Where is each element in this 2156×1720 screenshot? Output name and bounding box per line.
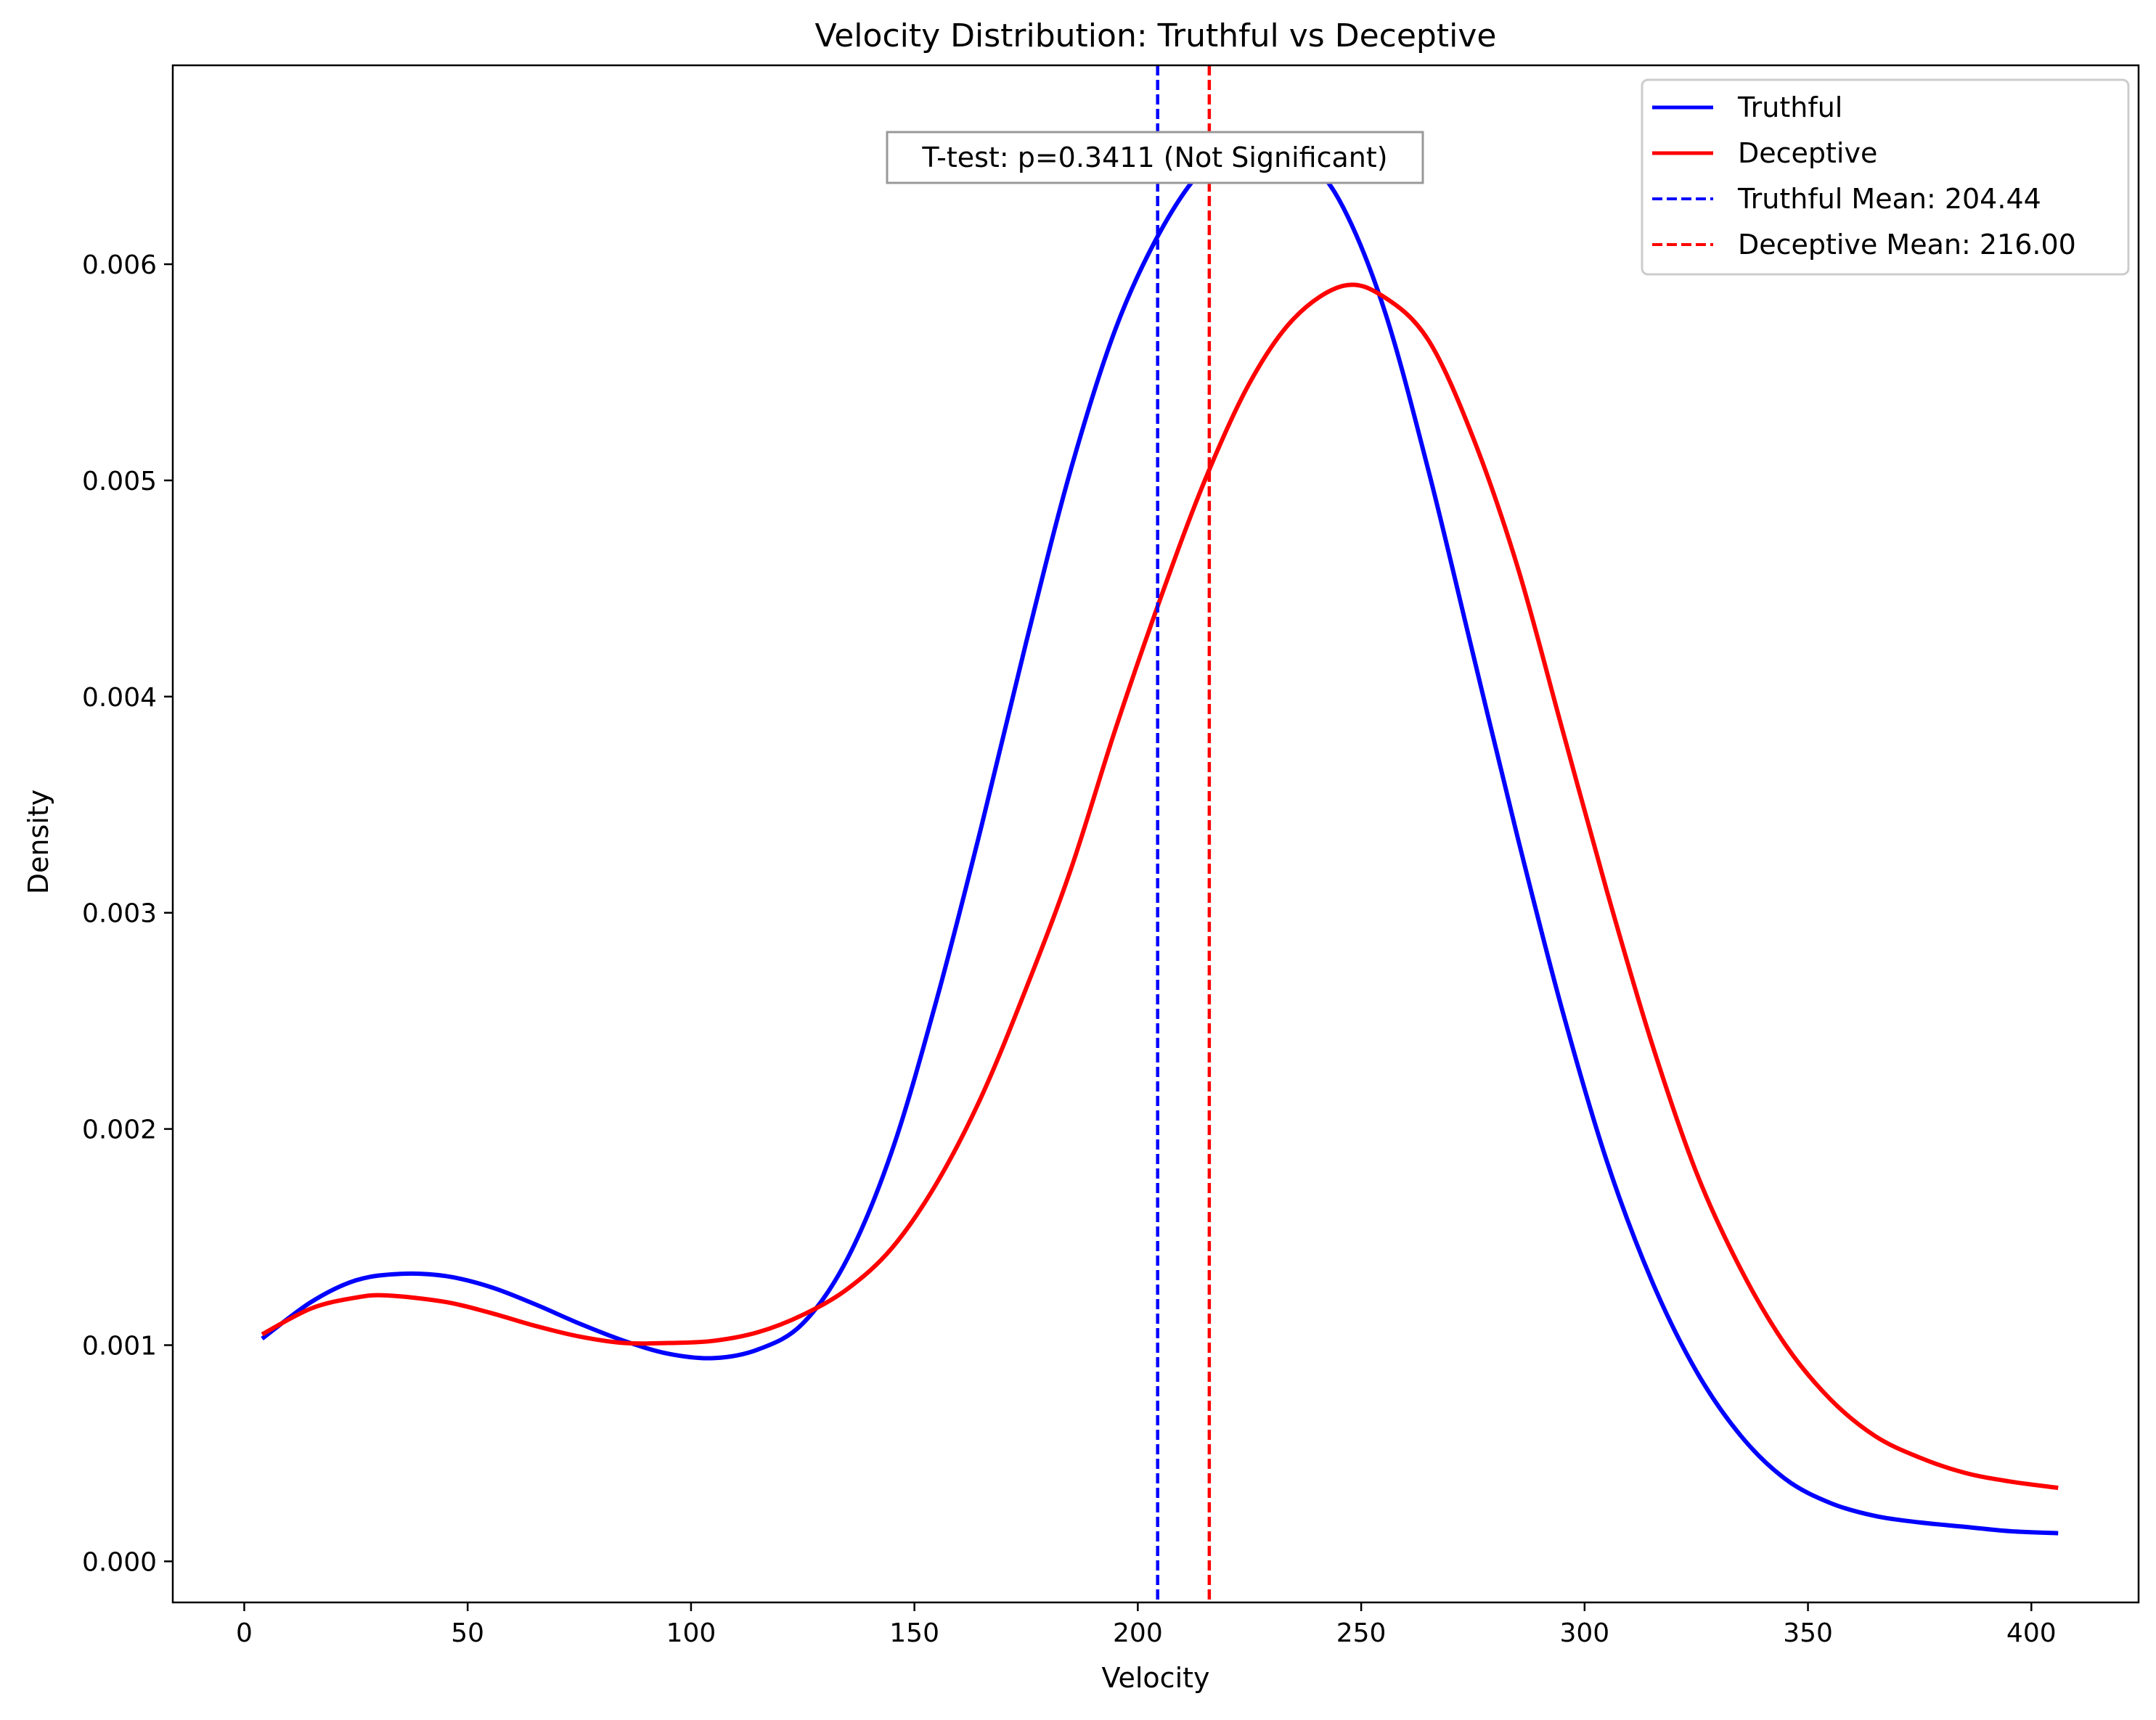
y-tick-label: 0.000	[82, 1547, 157, 1577]
chart-title: Velocity Distribution: Truthful vs Decep…	[815, 17, 1497, 54]
axes-frame	[171, 64, 2140, 1604]
x-tick-label: 0	[236, 1618, 253, 1648]
y-tick-label: 0.006	[82, 250, 157, 280]
y-tick-label: 0.002	[82, 1115, 157, 1145]
x-tick-label: 250	[1336, 1618, 1387, 1648]
y-tick-label: 0.004	[82, 683, 157, 713]
y-axis-label: Density	[23, 790, 54, 894]
annotation-frame	[886, 131, 1424, 184]
annotation-box: T-test: p=0.3411 (Not Significant)	[886, 131, 1424, 184]
ttest-annotation: T-test: p=0.3411 (Not Significant)	[921, 142, 1387, 173]
x-tick-label: 350	[1783, 1618, 1833, 1648]
axis-ticks: 0 50 100 150 200 250 300 350 400 0.000 0.001 0.002 0…	[82, 250, 2057, 1648]
y-tick-label: 0.003	[82, 899, 157, 929]
legend-entry-deceptive: Deceptive	[1738, 137, 1877, 169]
x-axis-label: Velocity	[1101, 1662, 1209, 1694]
legend-entry-truthful: Truthful	[1737, 91, 1842, 123]
x-tick-label: 50	[451, 1618, 484, 1648]
legend: Truthful Deceptive Truthful Mean: 204.44…	[1641, 78, 2130, 276]
x-tick-label: 150	[889, 1618, 939, 1648]
x-tick-label: 200	[1113, 1618, 1163, 1648]
y-tick-label: 0.001	[82, 1332, 157, 1361]
x-tick-label: 400	[2006, 1618, 2057, 1648]
x-tick-label: 300	[1559, 1618, 1609, 1648]
legend-entry-truthful-mean: Truthful Mean: 204.44	[1737, 183, 2041, 215]
series-line-deceptive	[261, 282, 2059, 1491]
legend-entry-deceptive-mean: Deceptive Mean: 216.00	[1738, 229, 2076, 261]
x-tick-label: 100	[666, 1618, 716, 1648]
legend-frame	[1641, 78, 2130, 276]
y-tick-label: 0.005	[82, 467, 157, 496]
